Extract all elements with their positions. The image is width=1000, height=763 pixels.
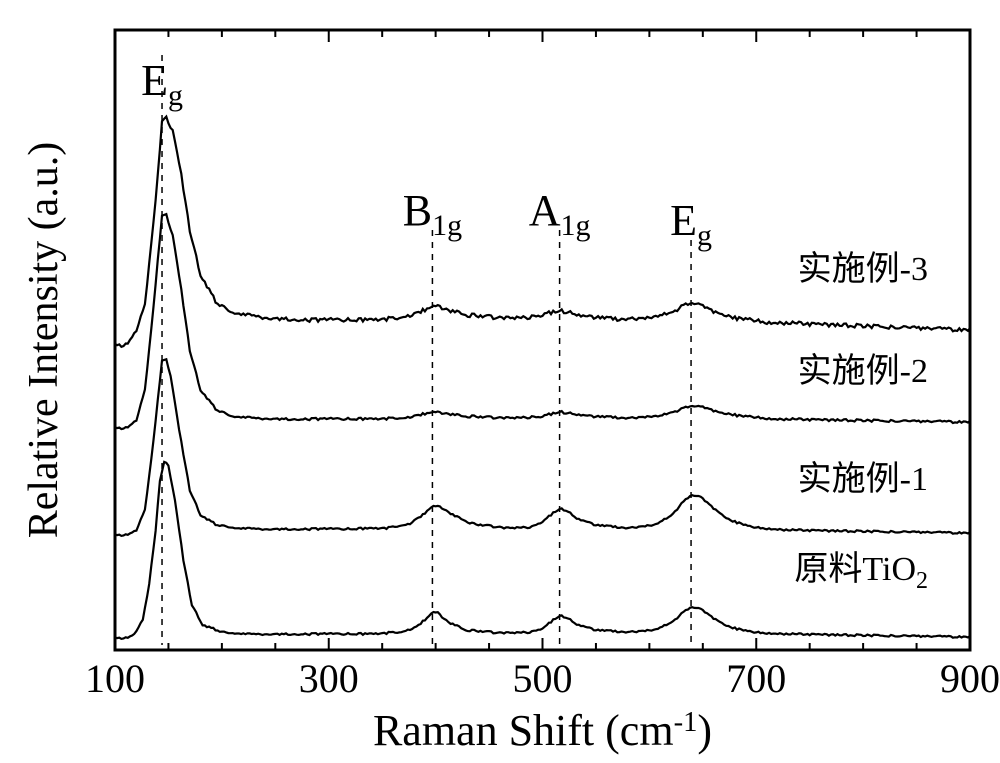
xtick-label: 900 bbox=[940, 656, 1000, 701]
peak-label: Eg bbox=[670, 196, 712, 252]
y-axis-title: Relative Intensity (a.u.) bbox=[21, 142, 67, 539]
xtick-label: 700 bbox=[726, 656, 786, 701]
xtick-label: 300 bbox=[299, 656, 359, 701]
x-axis-title: Raman Shift (cm-1) bbox=[373, 706, 712, 755]
peak-label: A1g bbox=[529, 186, 591, 242]
spectrum-example-2 bbox=[115, 214, 970, 429]
peak-label: Eg bbox=[141, 56, 183, 112]
xtick-label: 500 bbox=[513, 656, 573, 701]
chart-svg: 100 300 500 700 900 Eg B1g A1g Eg 实施例-3 实施例-2 实施例-1… bbox=[0, 0, 1000, 763]
legend-label: 实施例-2 bbox=[798, 352, 928, 390]
peak-label: B1g bbox=[403, 186, 462, 242]
legend-label: 原料TiO2 bbox=[794, 550, 928, 594]
legend-label: 实施例-1 bbox=[798, 460, 928, 498]
xtick-label: 100 bbox=[85, 656, 145, 701]
legend-label: 实施例-3 bbox=[798, 250, 928, 288]
raman-chart: 100 300 500 700 900 Eg B1g A1g Eg 实施例-3 实施例-2 实施例-1… bbox=[0, 0, 1000, 763]
